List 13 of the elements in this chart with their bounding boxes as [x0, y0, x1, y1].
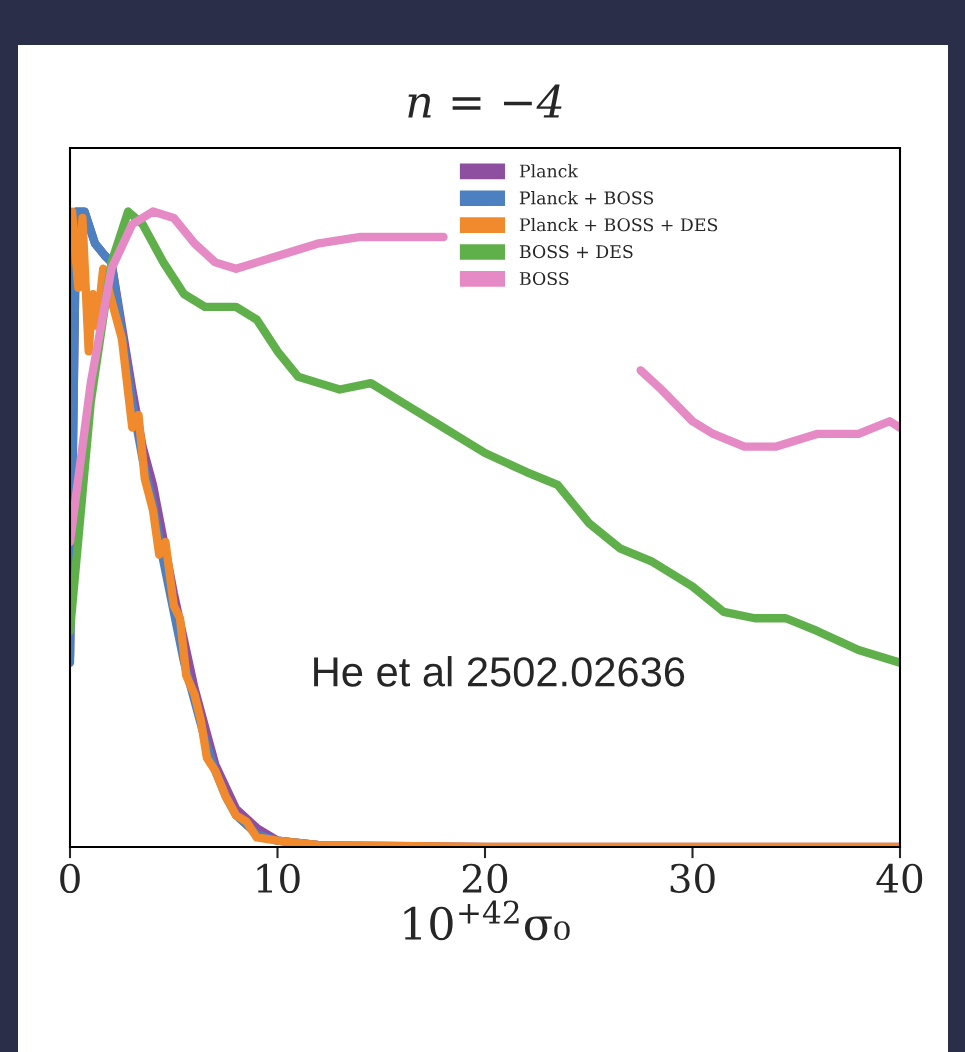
legend-label: Planck + BOSS + DES: [519, 217, 718, 232]
x-axis-title: 10$^{+42}$σ₀: [404, 900, 570, 941]
x-tick-label: 0: [60, 863, 80, 894]
legend-label: Planck: [519, 164, 579, 178]
legend-label: BOSS + DES: [519, 245, 633, 259]
x-tick-label: 10: [257, 863, 300, 894]
x-tick-label: 20: [462, 863, 508, 894]
legend-label: BOSS: [519, 271, 569, 286]
x-tick-label: 30: [670, 863, 715, 894]
legend-label: Planck + BOSS: [519, 191, 654, 205]
annotation: He et al 2502.02636: [314, 656, 685, 687]
x-tick-label: 40: [876, 863, 923, 894]
chart-title: n = −4: [408, 84, 562, 118]
